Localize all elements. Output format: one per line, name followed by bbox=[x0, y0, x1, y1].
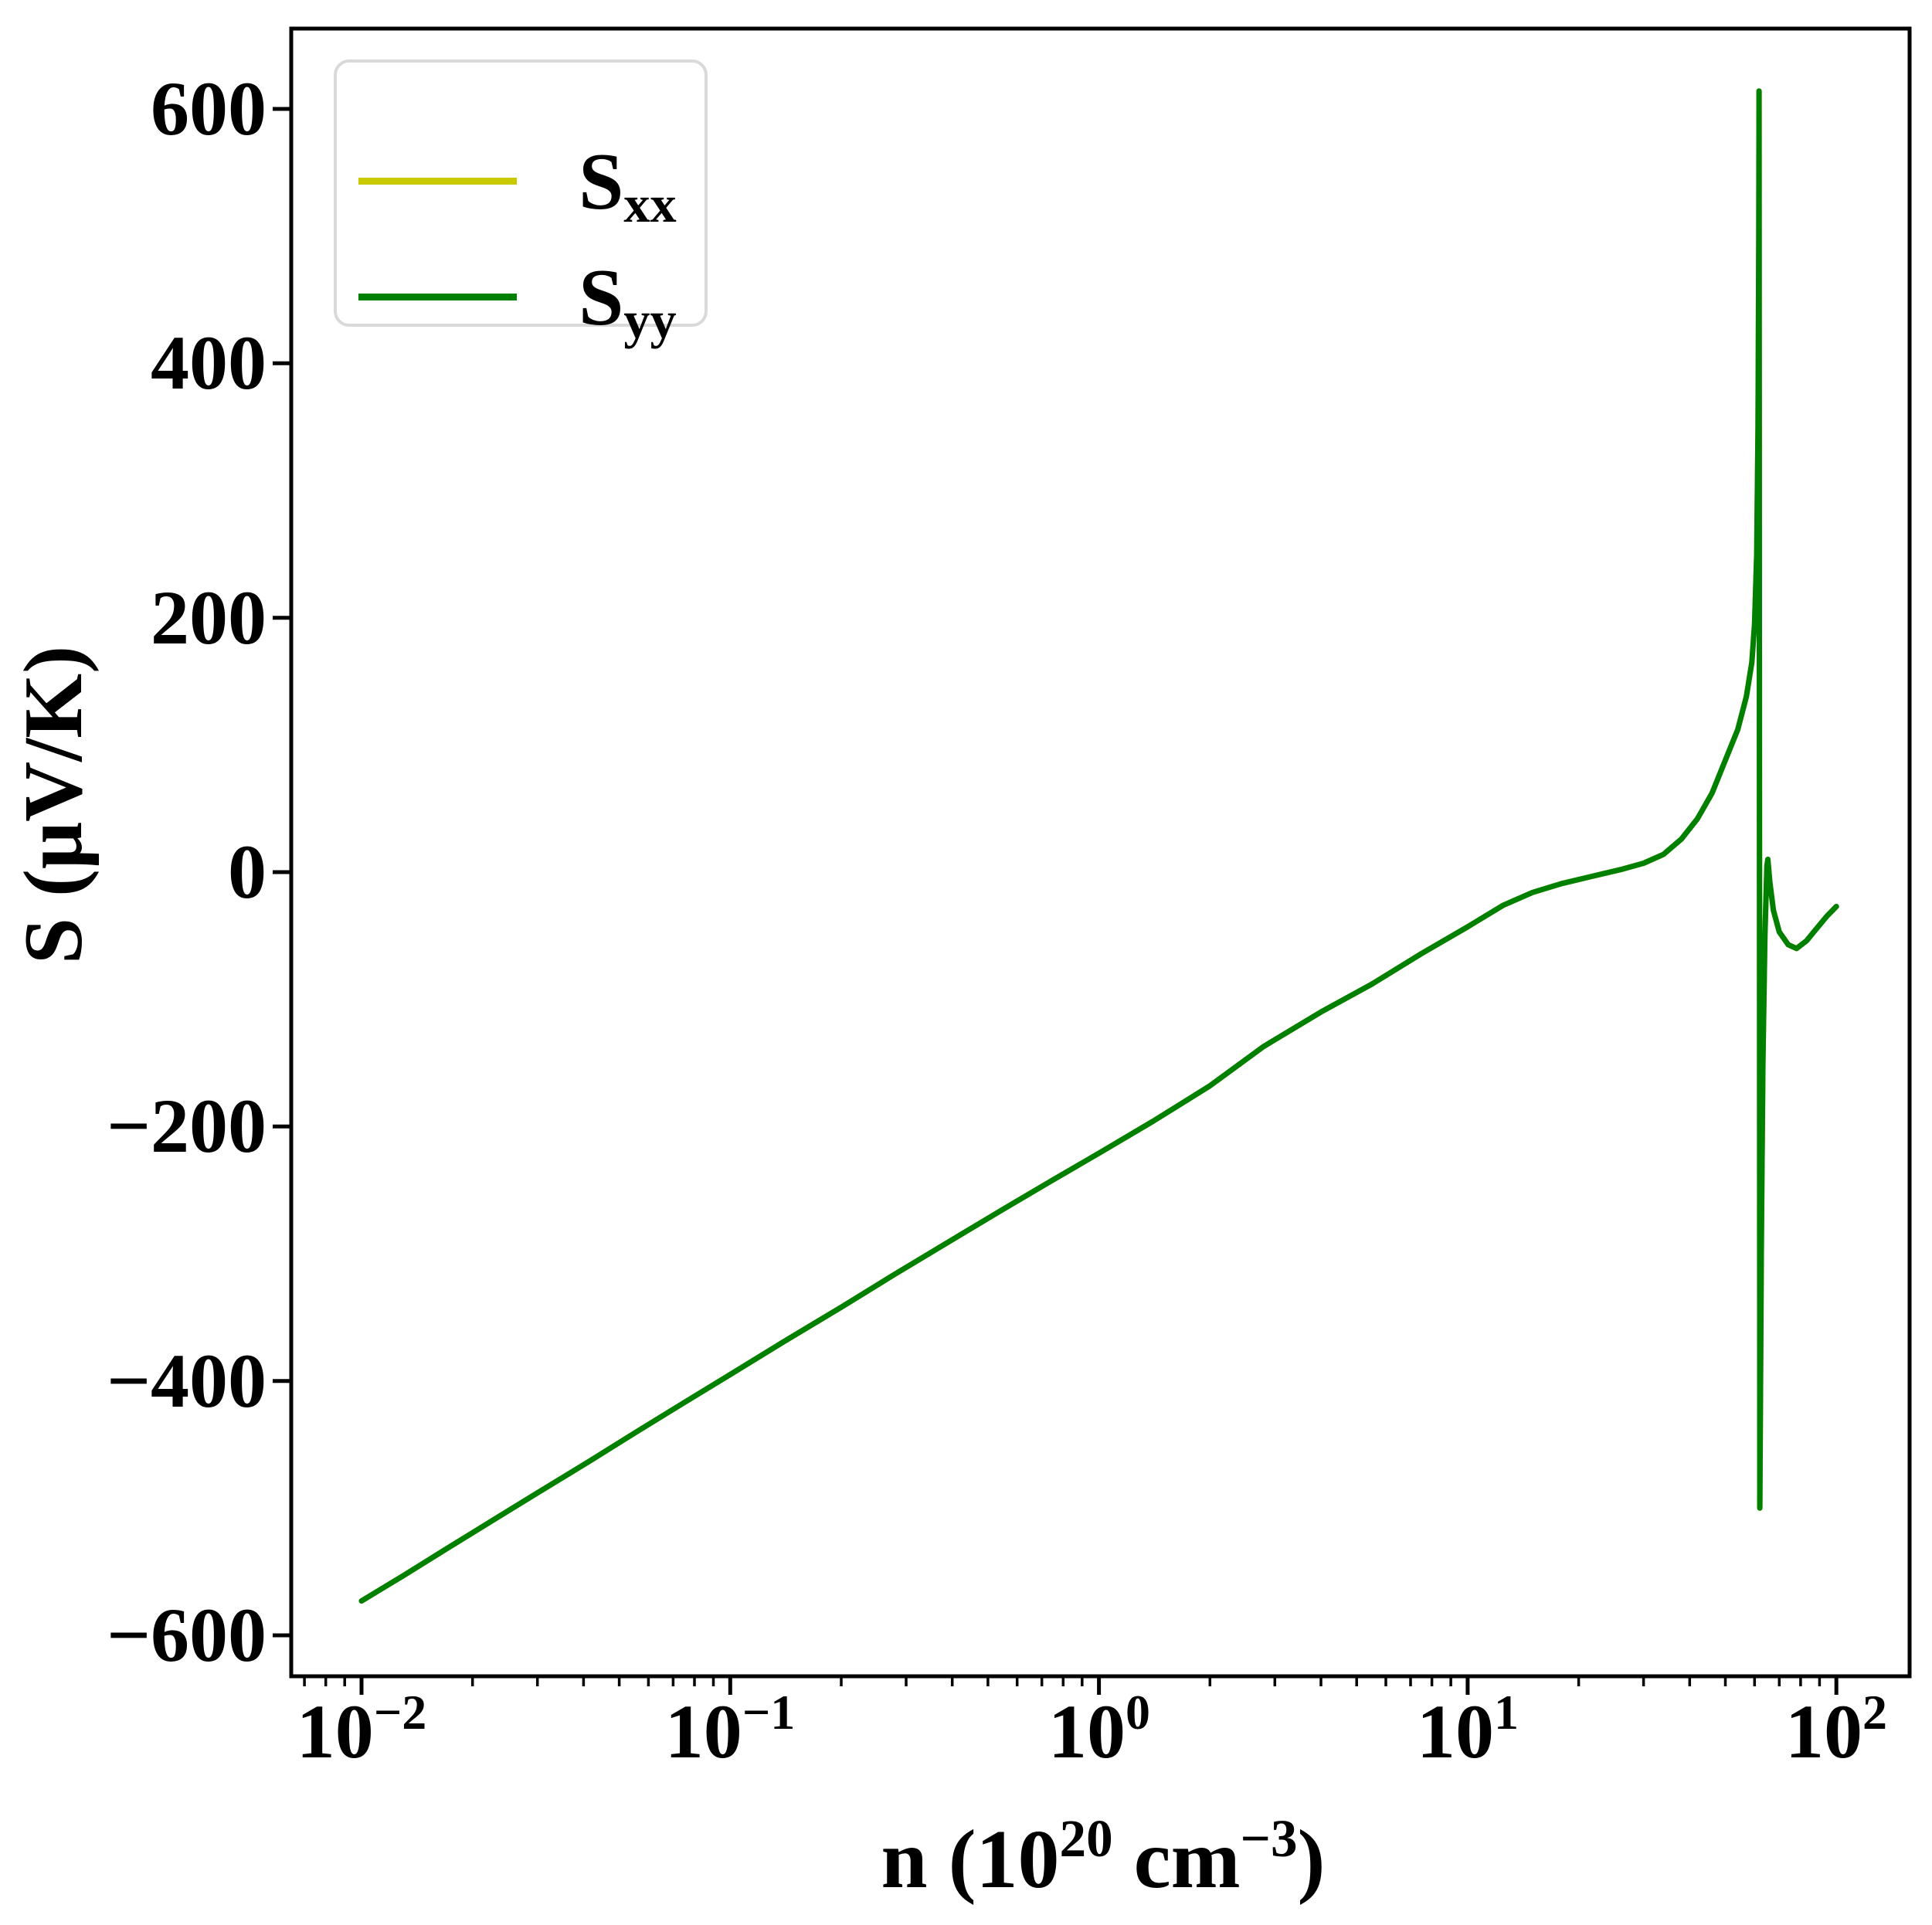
x-axis-label-exponent: 20 bbox=[1059, 1808, 1113, 1868]
x-tick-base: 10 bbox=[1785, 1689, 1862, 1774]
legend-label-sxx: Sxx bbox=[579, 141, 677, 230]
x-axis-label: n (1020 cm−3) bbox=[881, 1808, 1326, 1908]
x-axis-label-part: cm bbox=[1112, 1814, 1241, 1906]
x-tick-exponent: −1 bbox=[742, 1684, 796, 1740]
y-axis-label: S (μV/K) bbox=[8, 645, 100, 965]
y-tick-label: 200 bbox=[151, 575, 267, 660]
legend-label-sub: xx bbox=[623, 174, 677, 233]
legend-label-main: S bbox=[579, 251, 624, 342]
x-axis-label-part: n (10 bbox=[881, 1814, 1060, 1906]
x-tick-label: 10−2 bbox=[297, 1687, 426, 1771]
x-tick-base: 10 bbox=[1048, 1689, 1126, 1774]
legend-line-syy bbox=[358, 293, 517, 300]
x-tick-exponent: 1 bbox=[1494, 1684, 1519, 1740]
y-tick-label: 600 bbox=[151, 66, 267, 151]
legend-entry-sxx: Sxx bbox=[337, 131, 705, 231]
x-tick-exponent: 0 bbox=[1126, 1684, 1150, 1740]
x-tick-exponent: −2 bbox=[373, 1684, 427, 1740]
legend-line-sxx bbox=[358, 177, 517, 185]
curve-syy bbox=[358, 88, 1839, 1604]
y-tick-label: 0 bbox=[228, 829, 267, 915]
axes-spines bbox=[289, 26, 1912, 1679]
y-tick-label: −400 bbox=[107, 1338, 267, 1424]
x-tick-label: 100 bbox=[1048, 1687, 1150, 1771]
x-axis-label-part: ) bbox=[1297, 1814, 1326, 1906]
legend-label-sub: yy bbox=[623, 290, 677, 349]
legend: Sxx Syy bbox=[334, 59, 708, 346]
x-tick-label: 102 bbox=[1785, 1687, 1887, 1771]
x-tick-base: 10 bbox=[296, 1689, 374, 1774]
y-tick-label: −600 bbox=[107, 1592, 267, 1678]
y-tick-label: −200 bbox=[107, 1083, 267, 1169]
legend-entry-syy: Syy bbox=[337, 246, 705, 347]
x-tick-exponent: 2 bbox=[1862, 1684, 1887, 1740]
legend-label-syy: Syy bbox=[579, 256, 677, 346]
x-tick-label: 10−1 bbox=[665, 1687, 795, 1771]
x-tick-base: 10 bbox=[1417, 1689, 1494, 1774]
legend-label-main: S bbox=[579, 135, 624, 226]
x-tick-label: 101 bbox=[1417, 1687, 1519, 1771]
x-tick-base: 10 bbox=[664, 1689, 742, 1774]
x-axis-label-exponent: −3 bbox=[1240, 1808, 1298, 1868]
y-tick-label: 400 bbox=[151, 320, 267, 406]
